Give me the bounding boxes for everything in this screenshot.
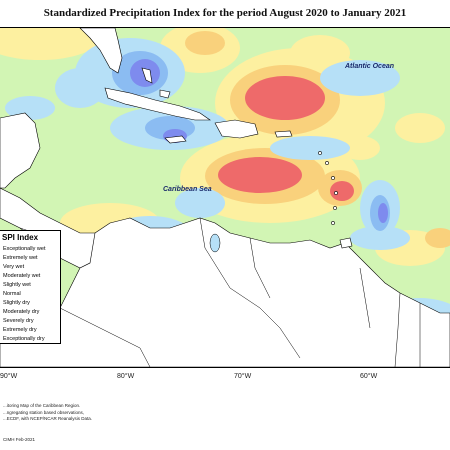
credits-line-1: ...itoring Map of the Caribbean Region. [3, 403, 81, 408]
legend-title: SPI Index [2, 233, 39, 242]
atlantic-ocean-label: Atlantic Ocean [345, 63, 395, 70]
legend-item: Moderately wet [3, 273, 41, 279]
credits-line-3: ...ECDF, with NCEP/NCAR Reanalysis Data. [3, 416, 93, 421]
map-frame [0, 27, 450, 368]
longitude-label-60w: 60°W [360, 373, 378, 380]
legend-item: Exceptionally wet [3, 246, 46, 252]
legend-item: Slightly dry [3, 300, 30, 306]
land-masses [0, 28, 450, 367]
legend-item: Extremely dry [3, 327, 37, 333]
longitude-label-90w: 90°W [0, 373, 18, 380]
legend-item: Normal [3, 291, 21, 297]
spi-legend: SPI Index Exceptionally wet Extremely we… [0, 230, 61, 344]
map-credits: ...itoring Map of the Caribbean Region. … [3, 403, 143, 423]
precipitation-map [0, 28, 450, 367]
lake-maracaibo [209, 233, 221, 253]
credits-line-2: ...ngregating station based observations… [3, 409, 85, 415]
legend-item: Severely dry [3, 318, 34, 324]
country-borders [19, 217, 421, 367]
longitude-label-80w: 80°W [117, 373, 135, 380]
legend-item: Exceptionally dry [3, 336, 45, 342]
legend-item: Very wet [3, 264, 25, 270]
map-title: Standardized Precipitation Index for the… [43, 7, 407, 19]
legend-item: Extremely wet [3, 255, 38, 261]
exceptionally-dry-zones [218, 76, 354, 201]
caribbean-sea-label: Caribbean Sea [163, 186, 212, 193]
copyright-text: CIMH Feb-2021 [3, 437, 36, 442]
legend-item: Slightly wet [3, 282, 31, 288]
legend-item: Moderately dry [3, 309, 40, 315]
longitude-label-70w: 70°W [234, 373, 252, 380]
